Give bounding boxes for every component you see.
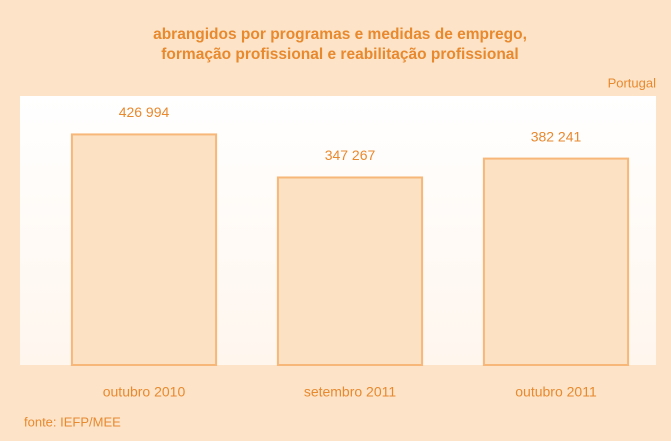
value-label: 426 994 [119, 104, 170, 120]
value-label: 347 267 [325, 147, 376, 163]
source: fonte: IEFP/MEE [24, 414, 121, 429]
subtitle: Portugal [608, 75, 657, 90]
chart-title: abrangidos por programas e medidas de em… [153, 26, 527, 43]
value-label: 382 241 [531, 128, 582, 144]
bar [276, 176, 424, 366]
bar [482, 157, 630, 366]
x-tick-label: setembro 2011 [304, 384, 397, 400]
bar [70, 133, 218, 366]
x-tick-label: outubro 2010 [103, 384, 186, 400]
chart-title: formação profissional e reabilitação pro… [161, 46, 518, 63]
x-tick-label: outubro 2011 [515, 384, 597, 400]
